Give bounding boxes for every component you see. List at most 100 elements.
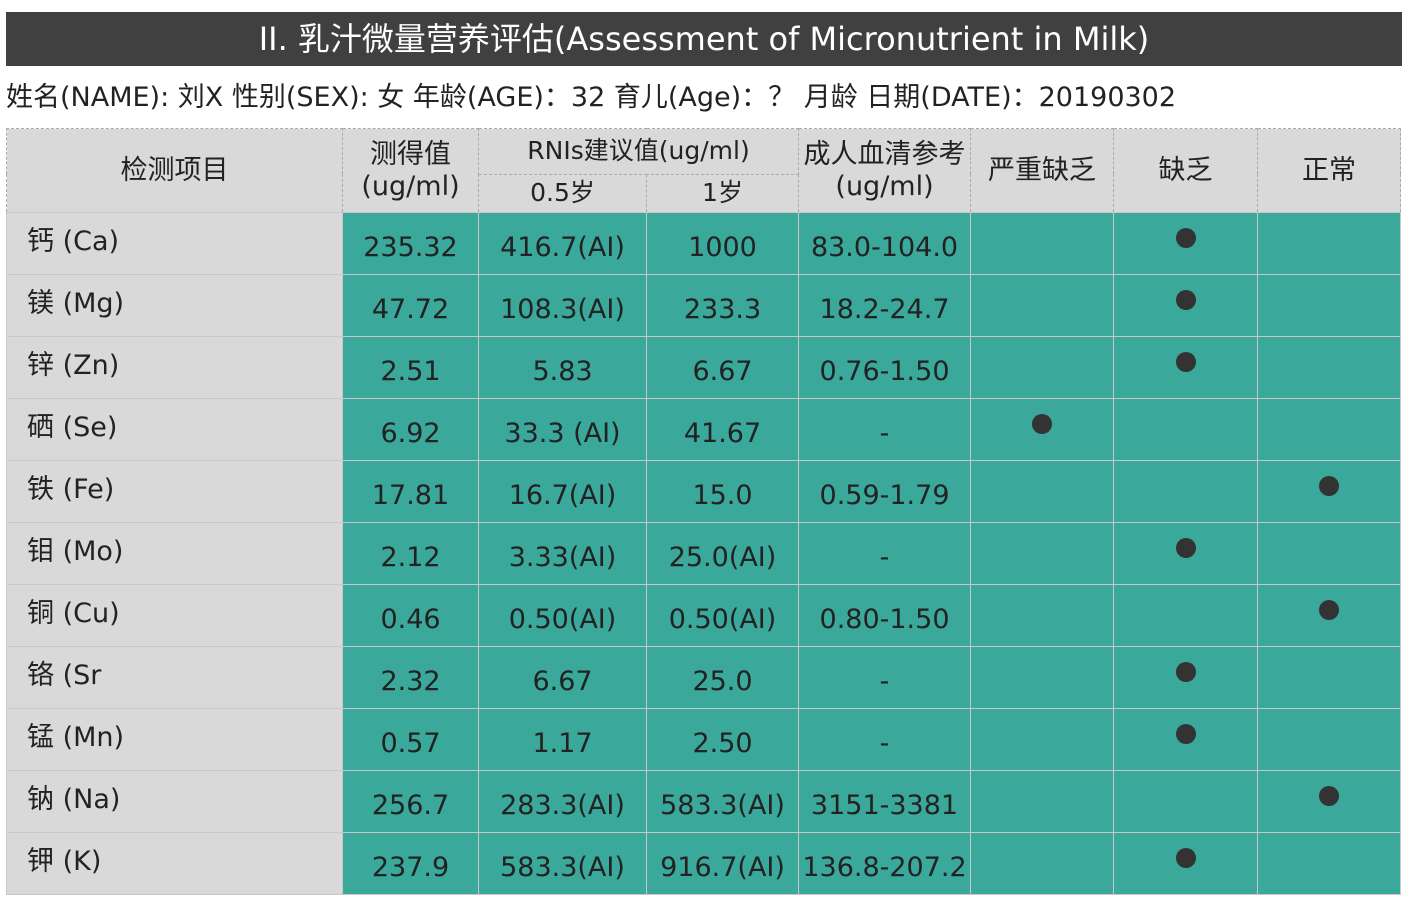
value-cell: 41.67	[645, 398, 800, 461]
value-cell: 83.0-104.0	[798, 212, 972, 275]
status-dot	[1175, 228, 1196, 248]
title-bar: II. 乳汁微量营养评估(Assessment of Micronutrient…	[6, 12, 1402, 66]
table-row: 锌 (Zn) 2.51 5.83 6.67 0.76-1.50	[6, 336, 1402, 399]
status-cell	[1257, 212, 1402, 275]
status-dot	[1175, 724, 1196, 744]
header-cell: 1岁	[645, 173, 800, 214]
value-cell: 583.3(AI)	[645, 770, 800, 833]
item-cell: 钠 (Na)	[6, 770, 343, 833]
value-cell: 25.0(AI)	[645, 522, 800, 585]
value-cell: 15.0	[645, 460, 800, 523]
status-cell	[1113, 336, 1259, 399]
item-cell: 钾 (K)	[6, 832, 343, 895]
header-cell: RNIs建议值(ug/ml)	[477, 128, 800, 175]
status-cell	[970, 708, 1115, 771]
status-cell	[1113, 708, 1259, 771]
status-cell	[1257, 770, 1402, 833]
header-cell: 缺乏	[1113, 128, 1259, 213]
status-cell	[970, 212, 1115, 275]
status-cell	[1113, 584, 1259, 647]
table-row: 硒 (Se) 6.92 33.3 (AI) 41.67-	[6, 398, 1402, 461]
status-cell	[1113, 274, 1259, 337]
value-cell: 416.7(AI)	[478, 212, 647, 275]
status-cell	[970, 398, 1115, 461]
value-cell: 2.32	[342, 646, 479, 709]
header-cell: 成人血清参考(ug/ml)	[798, 128, 972, 213]
status-dot	[1175, 538, 1196, 558]
header-cell: 测得值(ug/ml)	[342, 128, 479, 213]
value-cell: 0.50(AI)	[645, 584, 800, 647]
status-dot	[1175, 352, 1196, 372]
status-cell	[970, 584, 1115, 647]
value-cell: 5.83	[478, 336, 647, 399]
value-cell: 25.0	[645, 646, 800, 709]
item-cell: 钙 (Ca)	[6, 212, 343, 275]
status-cell	[970, 522, 1115, 585]
nutrient-table: 检测项目 测得值(ug/ml) RNIs建议值(ug/ml) 成人血清参考(ug…	[6, 128, 1402, 895]
status-cell	[1257, 460, 1402, 523]
status-dot	[1175, 662, 1196, 682]
status-cell	[1257, 398, 1402, 461]
item-cell: 铬 (Sr	[6, 646, 343, 709]
value-cell: 583.3(AI)	[478, 832, 647, 895]
table-row: 铬 (Sr 2.32 6.67 25.0-	[6, 646, 1402, 709]
value-cell: 283.3(AI)	[478, 770, 647, 833]
value-cell: 3151-3381	[798, 770, 972, 833]
status-dot	[1319, 600, 1340, 620]
table-row: 铁 (Fe) 17.81 16.7(AI) 15.0 0.59-1.79	[6, 460, 1402, 523]
item-cell: 锌 (Zn)	[6, 336, 343, 399]
table-row: 锰 (Mn) 0.57 1.17 2.50-	[6, 708, 1402, 771]
status-cell	[1113, 770, 1259, 833]
header-cell: 0.5岁	[478, 173, 647, 214]
value-cell: 0.46	[342, 584, 479, 647]
value-cell: -	[798, 522, 972, 585]
status-cell	[1257, 336, 1402, 399]
header-cell: 检测项目	[6, 128, 343, 213]
value-cell: -	[798, 646, 972, 709]
value-cell: 233.3	[645, 274, 800, 337]
item-cell: 硒 (Se)	[6, 398, 343, 461]
item-cell: 锰 (Mn)	[6, 708, 343, 771]
value-cell: 6.92	[342, 398, 479, 461]
value-cell: -	[798, 398, 972, 461]
value-cell: 2.50	[645, 708, 800, 771]
value-cell: 108.3(AI)	[478, 274, 647, 337]
status-dot	[1319, 476, 1340, 496]
status-cell	[1257, 708, 1402, 771]
value-cell: 0.50(AI)	[478, 584, 647, 647]
table-row: 钙 (Ca) 235.32 416.7(AI) 1000 83.0-104.0	[6, 212, 1402, 275]
status-cell	[1257, 584, 1402, 647]
value-cell: 0.57	[342, 708, 479, 771]
value-cell: 2.12	[342, 522, 479, 585]
value-cell: 2.51	[342, 336, 479, 399]
value-cell: 16.7(AI)	[478, 460, 647, 523]
value-cell: 17.81	[342, 460, 479, 523]
value-cell: 136.8-207.2	[798, 832, 972, 895]
status-dot	[1175, 290, 1196, 310]
item-cell: 铜 (Cu)	[6, 584, 343, 647]
status-cell	[1113, 212, 1259, 275]
status-cell	[970, 460, 1115, 523]
value-cell: 47.72	[342, 274, 479, 337]
item-cell: 铁 (Fe)	[6, 460, 343, 523]
value-cell: 3.33(AI)	[478, 522, 647, 585]
status-cell	[1113, 646, 1259, 709]
value-cell: 1000	[645, 212, 800, 275]
value-cell: 33.3 (AI)	[478, 398, 647, 461]
table-body: 钙 (Ca) 235.32 416.7(AI) 1000 83.0-104.0 镁 (Mg…	[6, 212, 1402, 895]
status-cell	[970, 336, 1115, 399]
status-cell	[970, 274, 1115, 337]
status-cell	[1257, 646, 1402, 709]
status-cell	[1113, 460, 1259, 523]
value-cell: 18.2-24.7	[798, 274, 972, 337]
header-cell: 正常	[1257, 128, 1402, 213]
status-dot	[1032, 414, 1053, 434]
value-cell: 256.7	[342, 770, 479, 833]
status-cell	[1113, 522, 1259, 585]
value-cell: 916.7(AI)	[645, 832, 800, 895]
value-cell: 237.9	[342, 832, 479, 895]
value-cell: 0.59-1.79	[798, 460, 972, 523]
table-row: 铜 (Cu) 0.46 0.50(AI) 0.50(AI) 0.80-1.50	[6, 584, 1402, 647]
status-dot	[1175, 848, 1196, 868]
